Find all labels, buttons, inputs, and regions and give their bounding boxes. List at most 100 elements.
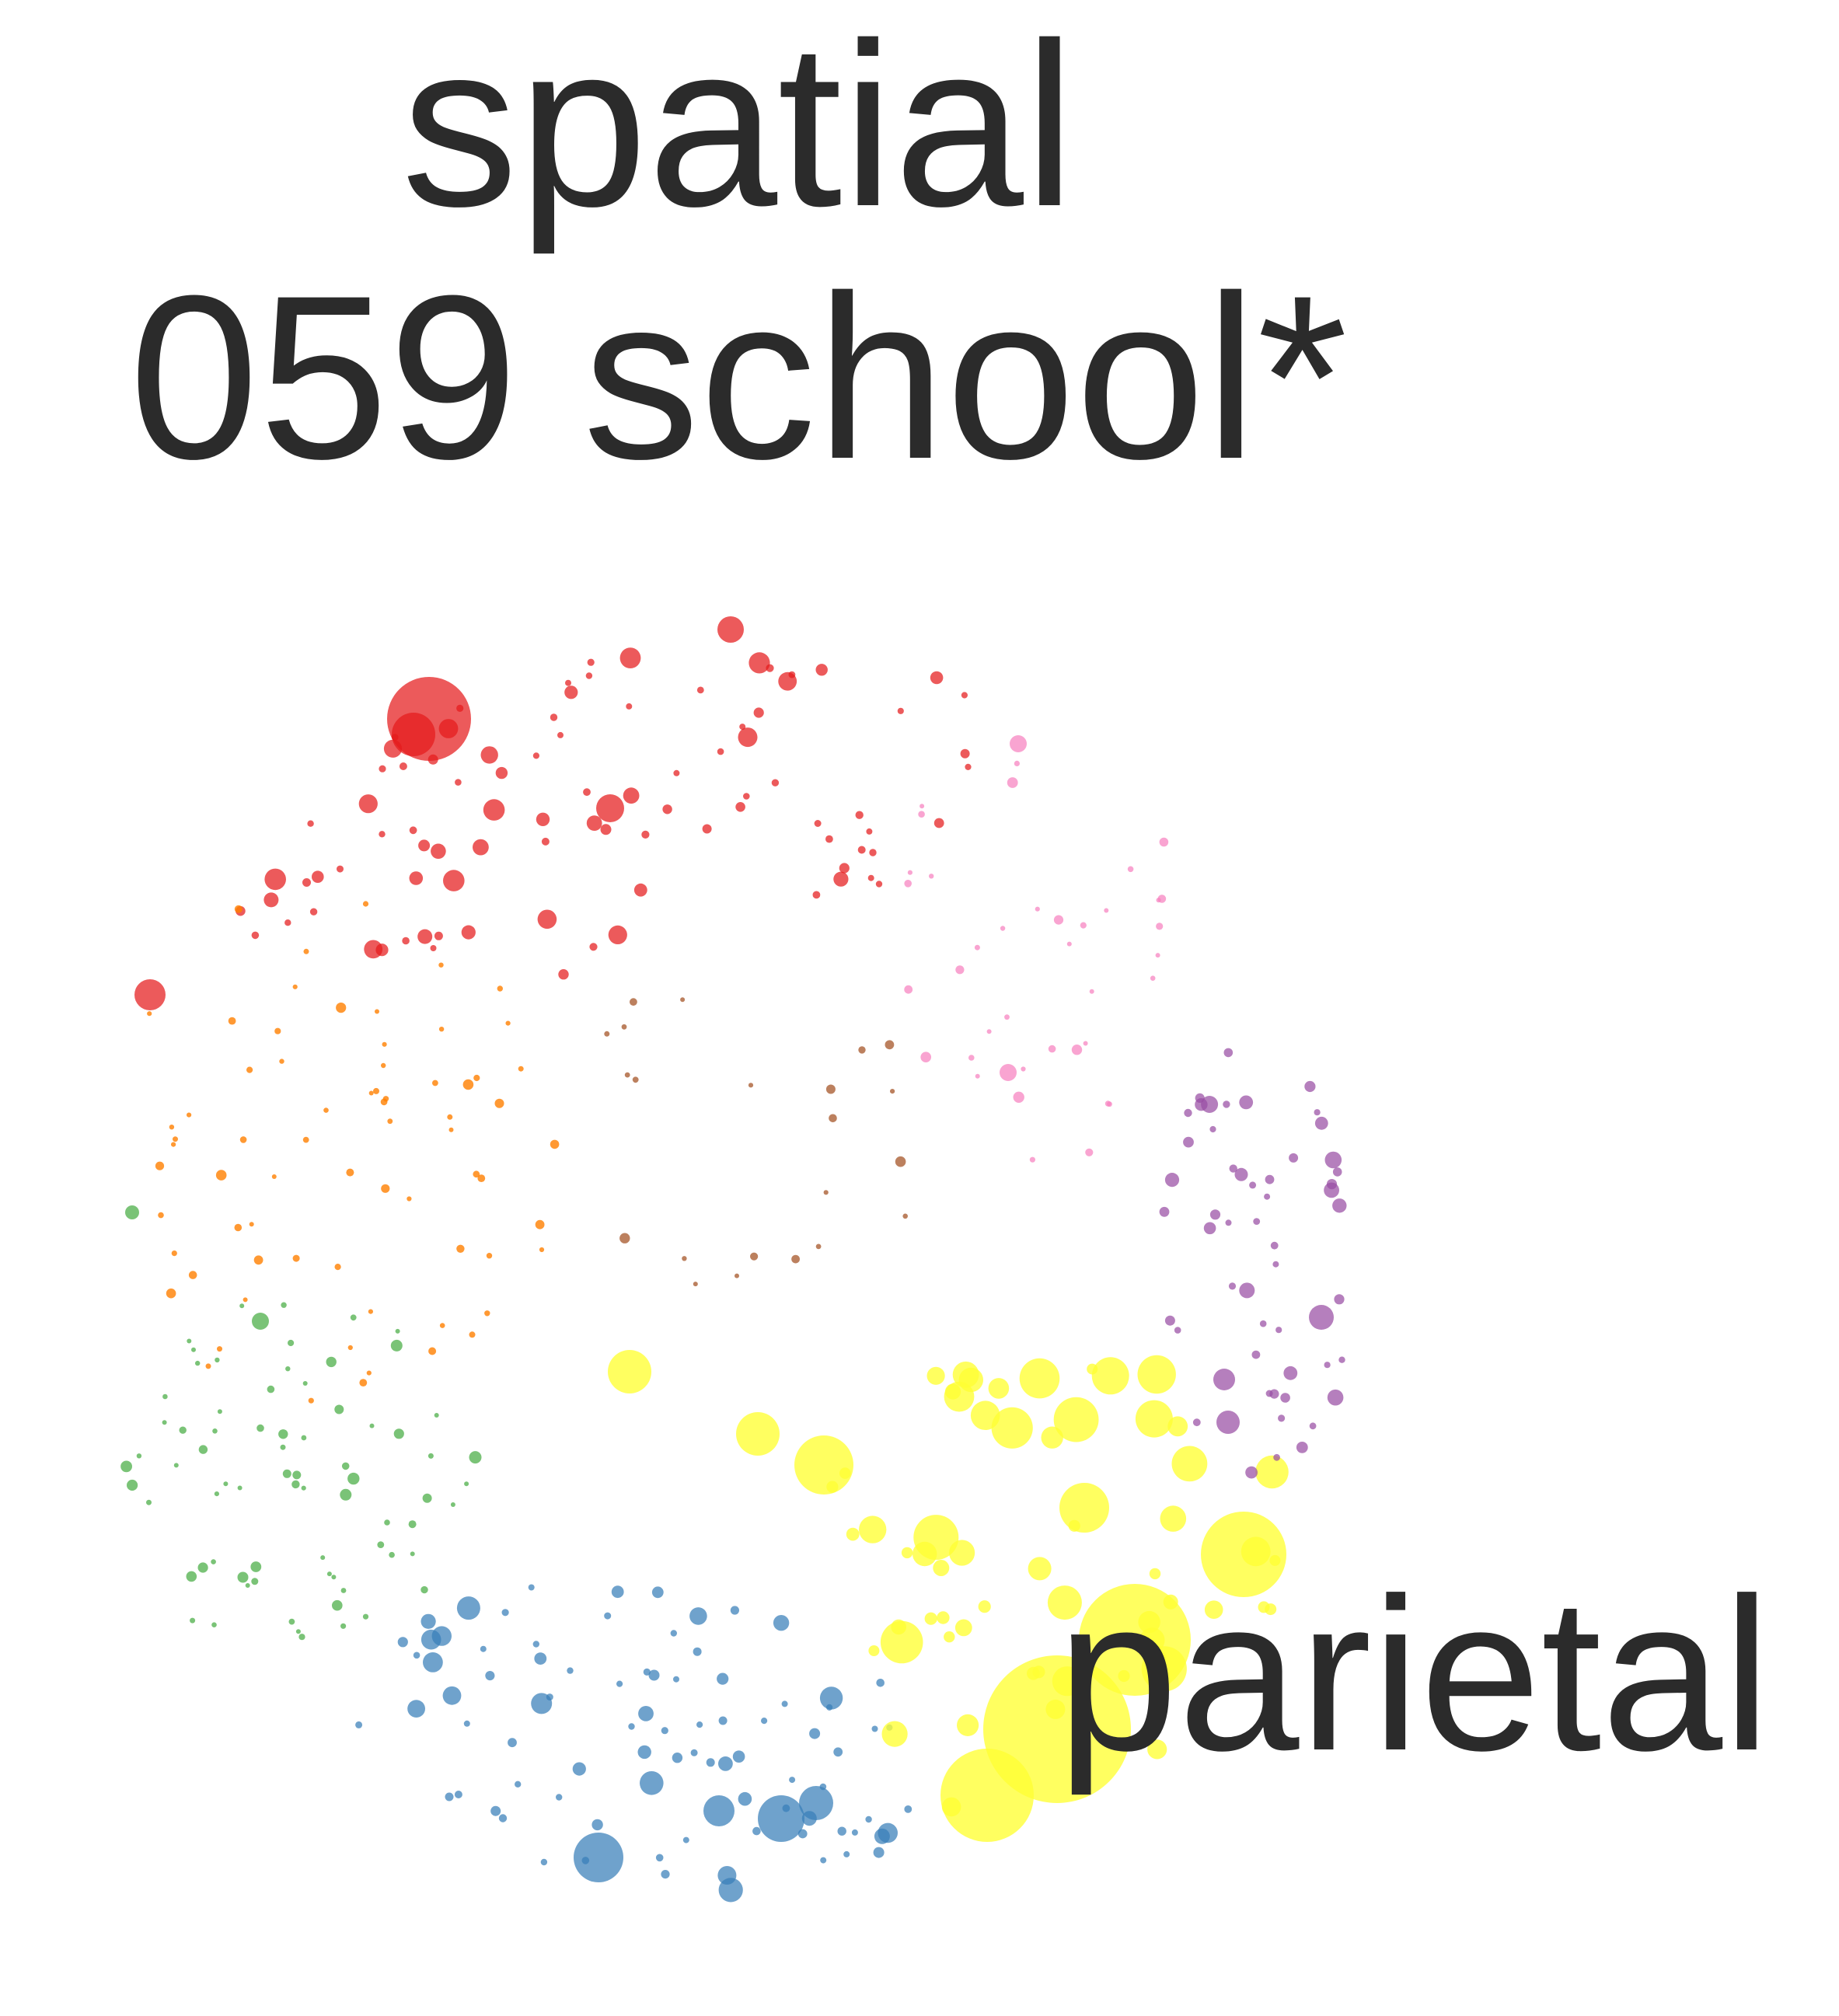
- node-red: [623, 787, 640, 804]
- node-pink: [920, 1052, 931, 1062]
- node-orange: [497, 985, 503, 992]
- node-orange: [362, 901, 369, 907]
- node-green: [191, 1347, 196, 1352]
- node-yellow: [1258, 1601, 1270, 1613]
- node-green: [408, 1520, 417, 1529]
- node-pink: [1066, 941, 1072, 947]
- node-purple: [1239, 1282, 1255, 1299]
- node-red: [391, 734, 399, 741]
- node-pink: [1004, 1014, 1010, 1020]
- node-orange: [253, 1255, 263, 1265]
- node-yellow: [978, 1600, 991, 1613]
- node-purple: [1314, 1109, 1321, 1116]
- node-purple: [1265, 1174, 1275, 1184]
- node-blue: [782, 1804, 790, 1812]
- node-orange: [381, 1062, 386, 1069]
- node-brown: [624, 1072, 630, 1078]
- node-blue: [407, 1700, 425, 1718]
- node-green: [173, 1463, 179, 1468]
- node-purple: [1272, 1261, 1279, 1268]
- node-red: [284, 919, 291, 926]
- node-purple: [1327, 1389, 1344, 1406]
- node-blue: [463, 1720, 470, 1727]
- node-green: [250, 1561, 262, 1572]
- cluster-pink: [904, 735, 1169, 1163]
- node-red: [541, 837, 550, 846]
- node-red: [960, 748, 970, 759]
- node-blue: [604, 1612, 612, 1620]
- node-brown: [632, 1076, 639, 1083]
- node-orange: [188, 1271, 197, 1279]
- node-red: [833, 871, 849, 887]
- node-orange: [382, 1041, 387, 1047]
- node-yellow: [1028, 1557, 1052, 1581]
- node-yellow: [1118, 1669, 1130, 1683]
- node-orange: [380, 1098, 388, 1106]
- node-red: [749, 652, 770, 674]
- node-orange: [438, 962, 444, 968]
- node-blue: [878, 1822, 898, 1843]
- node-blue: [819, 1783, 827, 1791]
- node-orange: [292, 984, 298, 989]
- node-red: [766, 664, 774, 672]
- node-yellow: [1163, 1594, 1178, 1610]
- node-orange: [234, 905, 243, 913]
- node-red: [743, 793, 750, 800]
- node-green: [326, 1571, 332, 1577]
- node-green: [186, 1571, 197, 1582]
- node-pink: [929, 874, 934, 879]
- node-yellow: [1139, 1627, 1165, 1653]
- node-purple: [1223, 1100, 1230, 1108]
- node-yellow: [954, 1619, 972, 1637]
- cluster-yellow: [608, 1350, 1289, 1842]
- node-brown: [680, 997, 686, 1003]
- node-orange: [535, 1219, 545, 1229]
- node-blue: [420, 1613, 436, 1629]
- node-yellow: [1053, 1397, 1099, 1442]
- node-yellow: [957, 1714, 979, 1736]
- node-brown: [858, 1046, 866, 1054]
- node-pink: [1159, 837, 1169, 847]
- node-yellow: [1137, 1355, 1176, 1394]
- node-blue: [508, 1738, 517, 1748]
- cluster-red: [134, 616, 972, 1010]
- node-pink: [920, 804, 925, 809]
- node-red: [673, 769, 680, 776]
- node-blue: [640, 1771, 664, 1795]
- node-yellow: [1019, 1358, 1060, 1399]
- node-green: [162, 1420, 167, 1425]
- node-yellow: [949, 1540, 975, 1566]
- node-blue: [581, 1857, 590, 1864]
- node-blue: [801, 1811, 817, 1826]
- node-red: [431, 843, 446, 860]
- node-orange: [171, 1250, 177, 1257]
- node-green: [187, 1338, 192, 1344]
- node-red: [812, 891, 821, 899]
- node-blue: [490, 1805, 501, 1816]
- node-blue: [718, 1756, 733, 1771]
- node-brown: [630, 998, 637, 1006]
- node-yellow: [608, 1350, 651, 1393]
- node-blue: [843, 1850, 850, 1857]
- node-blue: [738, 1791, 752, 1806]
- node-blue: [655, 1854, 664, 1862]
- node-green: [239, 1303, 245, 1309]
- node-green: [464, 1481, 469, 1487]
- node-orange: [447, 1114, 453, 1120]
- node-green: [369, 1423, 375, 1428]
- node-brown: [895, 1156, 906, 1167]
- cluster-orange: [147, 901, 560, 1404]
- node-red: [456, 704, 464, 713]
- node-green: [282, 1469, 291, 1478]
- node-yellow: [933, 1560, 950, 1576]
- node-green: [334, 1404, 344, 1414]
- node-red: [409, 871, 424, 885]
- node-red: [589, 943, 598, 951]
- node-orange: [432, 1080, 438, 1086]
- node-blue: [413, 1652, 420, 1659]
- node-green: [362, 1613, 369, 1620]
- node-orange: [279, 1059, 284, 1064]
- node-yellow: [901, 1547, 913, 1559]
- node-green: [390, 1339, 403, 1352]
